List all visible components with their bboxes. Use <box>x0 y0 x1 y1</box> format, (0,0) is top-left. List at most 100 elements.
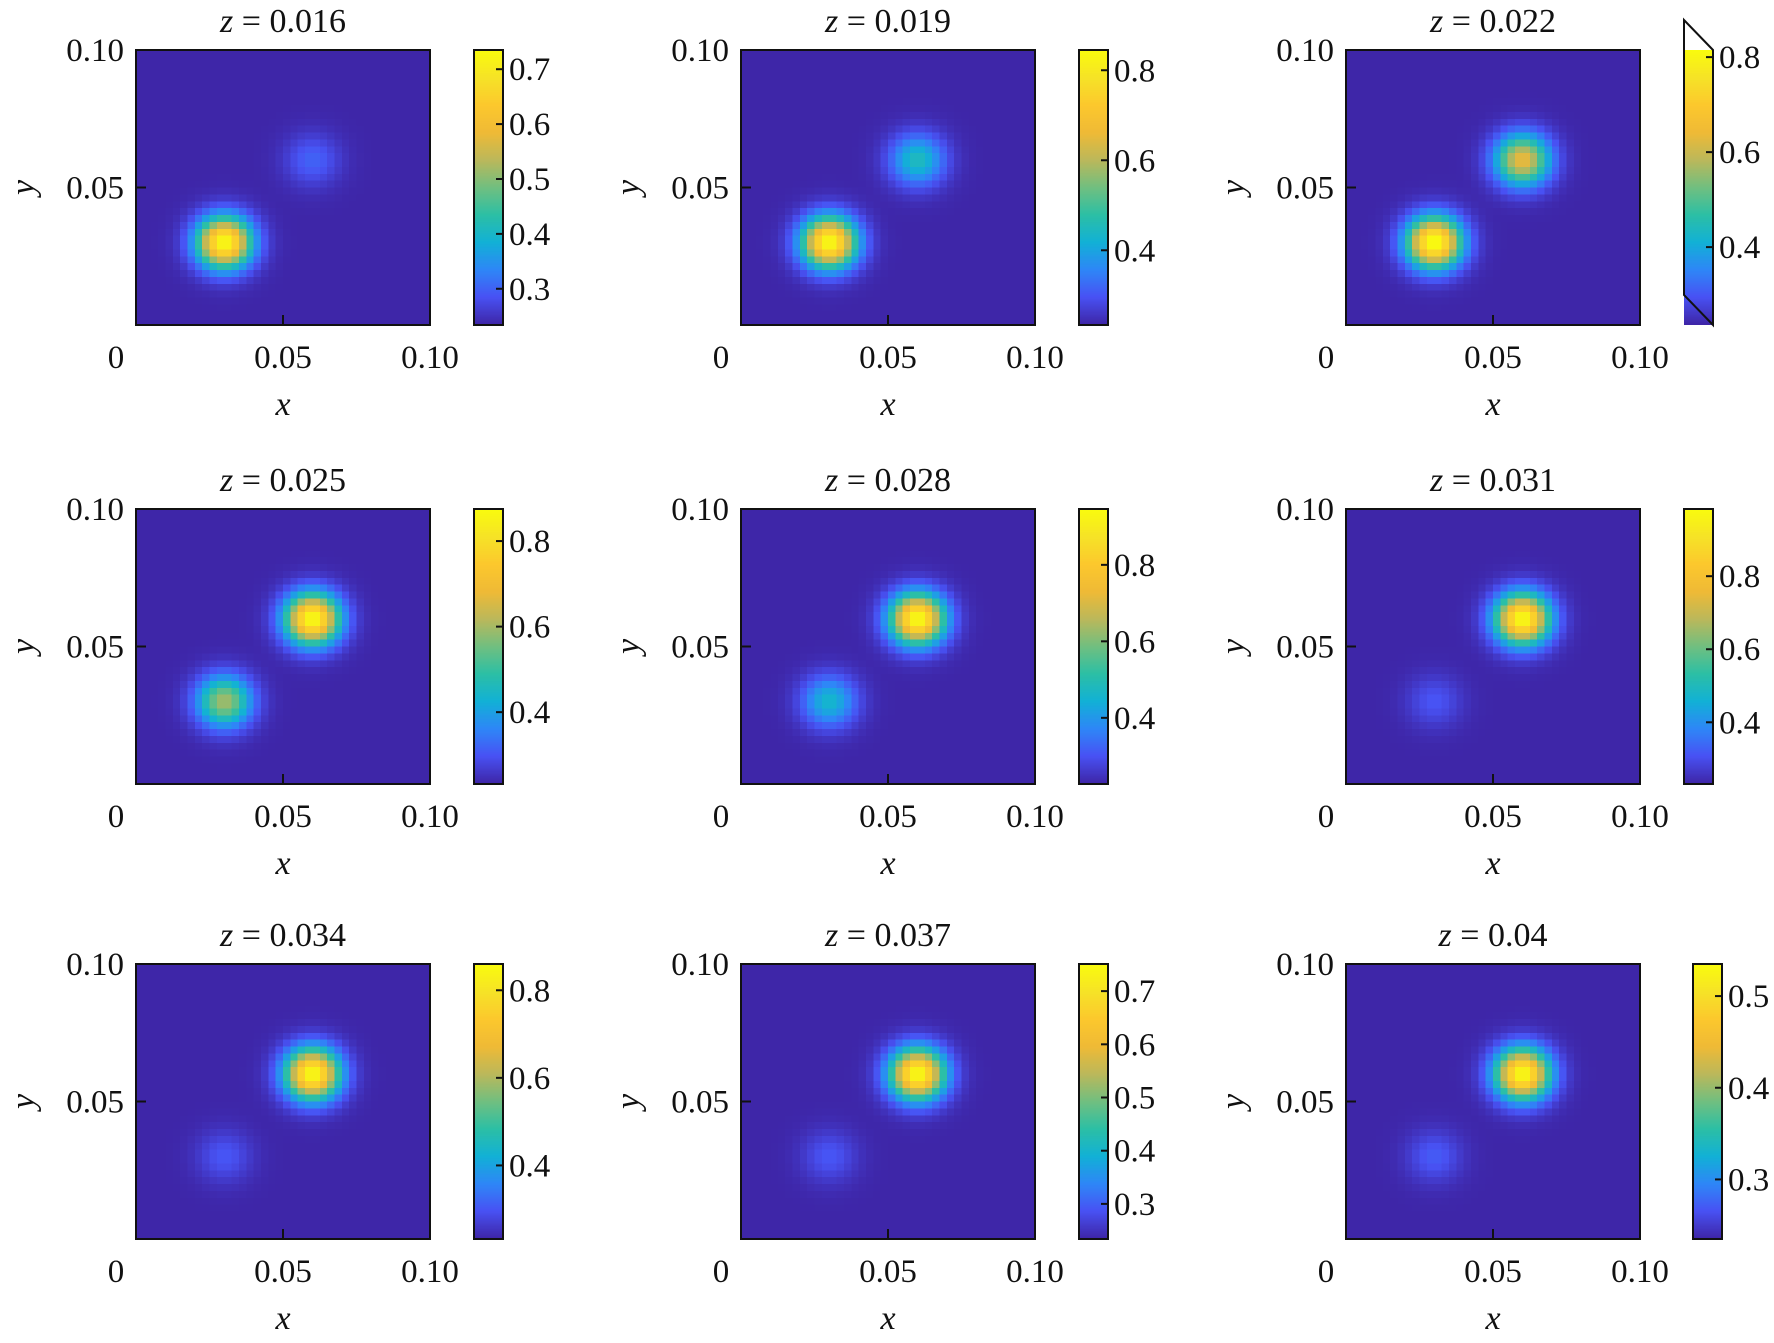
y-tick-label: 0.05 <box>66 1085 124 1121</box>
x-tick-label: 0 <box>108 799 125 835</box>
colorbar-tick-label: 0.6 <box>1719 135 1760 171</box>
x-axis-label: x <box>879 386 895 423</box>
colorbar-tick-label: 0.6 <box>1114 143 1155 179</box>
y-axis-label: y <box>5 638 42 657</box>
colorbar-frame <box>1078 508 1109 785</box>
colorbar <box>1684 509 1713 784</box>
colorbar <box>1079 964 1108 1239</box>
x-tick-label: 0.10 <box>1006 1254 1064 1290</box>
colorbar-tick-label: 0.8 <box>1719 559 1760 595</box>
axes-frame <box>740 963 1036 1240</box>
heatmap-image <box>1346 964 1640 1239</box>
heatmap-panel: z = 0.022 0.05 0.10 0 0.05 0.10 x y 0.4 0.6 0.8 <box>1210 0 1774 455</box>
x-tick-label: 0.05 <box>254 340 312 376</box>
y-axis-label: y <box>610 1093 647 1112</box>
x-tick-label: 0.10 <box>1611 1254 1669 1290</box>
colorbar <box>474 964 503 1239</box>
colorbar-tick-label: 0.4 <box>1719 705 1760 741</box>
colorbar <box>474 50 503 325</box>
x-tick-label: 0.10 <box>1611 799 1669 835</box>
panel-title: z = 0.019 <box>824 3 951 40</box>
x-tick-label: 0.05 <box>859 1254 917 1290</box>
axes-frame <box>1345 963 1641 1240</box>
x-tick-label: 0.10 <box>401 799 459 835</box>
heatmap-panel: z = 0.04 0.05 0.10 0 0.05 0.10 x y 0.3 0.4 0.5 <box>1210 914 1774 1343</box>
x-tick-label: 0 <box>713 1254 730 1290</box>
y-tick-label: 0.10 <box>671 947 729 983</box>
colorbar-frame <box>473 963 504 1240</box>
axes-overlay: z = 0.037 0.05 0.10 0 0.05 0.10 x y 0.3 0.4 0.5 0.6… <box>610 917 1155 1337</box>
y-tick-label: 0.10 <box>66 33 124 69</box>
colorbar-frame <box>1078 49 1109 326</box>
axes-frame <box>135 963 431 1240</box>
heatmap-panel: z = 0.028 0.05 0.10 0 0.05 0.10 x y 0.4 0.6 0.8 <box>605 459 1210 914</box>
x-tick-label: 0.05 <box>1464 799 1522 835</box>
panel-title: z = 0.034 <box>219 917 346 954</box>
y-tick-label: 0.10 <box>1276 947 1334 983</box>
y-tick-label: 0.05 <box>671 1085 729 1121</box>
y-axis-label: y <box>1215 1093 1252 1112</box>
colorbar-tick-label: 0.3 <box>1728 1162 1769 1198</box>
x-axis-label: x <box>274 845 290 882</box>
x-tick-label: 0.10 <box>1611 340 1669 376</box>
y-tick-label: 0.10 <box>1276 33 1334 69</box>
axes-overlay: z = 0.022 0.05 0.10 0 0.05 0.10 x y 0.4 0.6 0.8 <box>1215 3 1760 423</box>
panel-title: z = 0.04 <box>1438 917 1548 954</box>
x-tick-label: 0.05 <box>254 799 312 835</box>
heatmap-image <box>741 50 1035 325</box>
colorbar-tick-label: 0.4 <box>1114 701 1155 737</box>
heatmap-panel: z = 0.037 0.05 0.10 0 0.05 0.10 x y 0.3 0.4 0.5 0.6… <box>605 914 1210 1343</box>
x-tick-label: 0.05 <box>254 1254 312 1290</box>
colorbar-tick-label: 0.3 <box>1114 1187 1155 1223</box>
colorbar-tick-label: 0.8 <box>509 973 550 1009</box>
colorbar-tick-label: 0.4 <box>509 1148 550 1184</box>
colorbar-tick-label: 0.4 <box>1728 1071 1769 1107</box>
axes-frame <box>135 49 431 326</box>
axes-overlay: z = 0.04 0.05 0.10 0 0.05 0.10 x y 0.3 0.4 0.5 <box>1215 917 1769 1337</box>
colorbar <box>1684 50 1713 325</box>
colorbar <box>1693 964 1722 1239</box>
y-tick-label: 0.05 <box>671 171 729 207</box>
colorbar-frame <box>1078 963 1109 1240</box>
colorbar-frame <box>1683 508 1714 785</box>
axes-overlay: z = 0.016 0.05 0.10 0 0.05 0.10 x y 0.3 0.4 0.5 0.6… <box>5 3 550 423</box>
colorbar-tick-label: 0.6 <box>509 1061 550 1097</box>
x-tick-label: 0.05 <box>1464 1254 1522 1290</box>
colorbar-tick-label: 0.4 <box>509 217 550 253</box>
colorbar-tick-label: 0.8 <box>1114 548 1155 584</box>
colorbar-tick-label: 0.6 <box>509 107 550 143</box>
y-axis-label: y <box>1215 638 1252 657</box>
x-tick-label: 0.05 <box>1464 340 1522 376</box>
colorbar-frame <box>1683 17 1714 328</box>
panel-title: z = 0.016 <box>219 3 346 40</box>
colorbar-frame <box>1692 963 1723 1240</box>
y-tick-label: 0.05 <box>671 630 729 666</box>
axes-overlay: z = 0.025 0.05 0.10 0 0.05 0.10 x y 0.4 0.6 0.8 <box>5 462 550 882</box>
axes-frame <box>1345 49 1641 326</box>
y-axis-label: y <box>610 179 647 198</box>
heatmap-image <box>741 964 1035 1239</box>
y-tick-label: 0.05 <box>66 630 124 666</box>
heatmap-panel: z = 0.025 0.05 0.10 0 0.05 0.10 x y 0.4 0.6 0.8 <box>0 459 605 914</box>
colorbar-tick-label: 0.5 <box>1114 1081 1155 1117</box>
axes-overlay: z = 0.034 0.05 0.10 0 0.05 0.10 x y 0.4 0.6 0.8 <box>5 917 550 1337</box>
x-axis-label: x <box>879 845 895 882</box>
y-axis-label: y <box>5 1093 42 1112</box>
colorbar-tick-label: 0.5 <box>509 162 550 198</box>
heatmap-image <box>741 509 1035 784</box>
colorbar <box>1079 509 1108 784</box>
heatmap-image <box>1346 50 1640 325</box>
y-tick-label: 0.05 <box>1276 630 1334 666</box>
colorbar-tick-label: 0.4 <box>1114 1134 1155 1170</box>
colorbar-tick-label: 0.7 <box>1114 974 1155 1010</box>
y-axis-label: y <box>1215 179 1252 198</box>
colorbar-tick-label: 0.5 <box>1728 979 1769 1015</box>
heatmap-panel: z = 0.031 0.05 0.10 0 0.05 0.10 x y 0.4 0.6 0.8 <box>1210 459 1774 914</box>
x-tick-label: 0 <box>108 1254 125 1290</box>
colorbar-tick-label: 0.4 <box>1719 230 1760 266</box>
heatmap-image <box>136 964 430 1239</box>
panel-title: z = 0.025 <box>219 462 346 499</box>
x-tick-label: 0 <box>1318 799 1335 835</box>
colorbar-tick-label: 0.6 <box>1114 1027 1155 1063</box>
